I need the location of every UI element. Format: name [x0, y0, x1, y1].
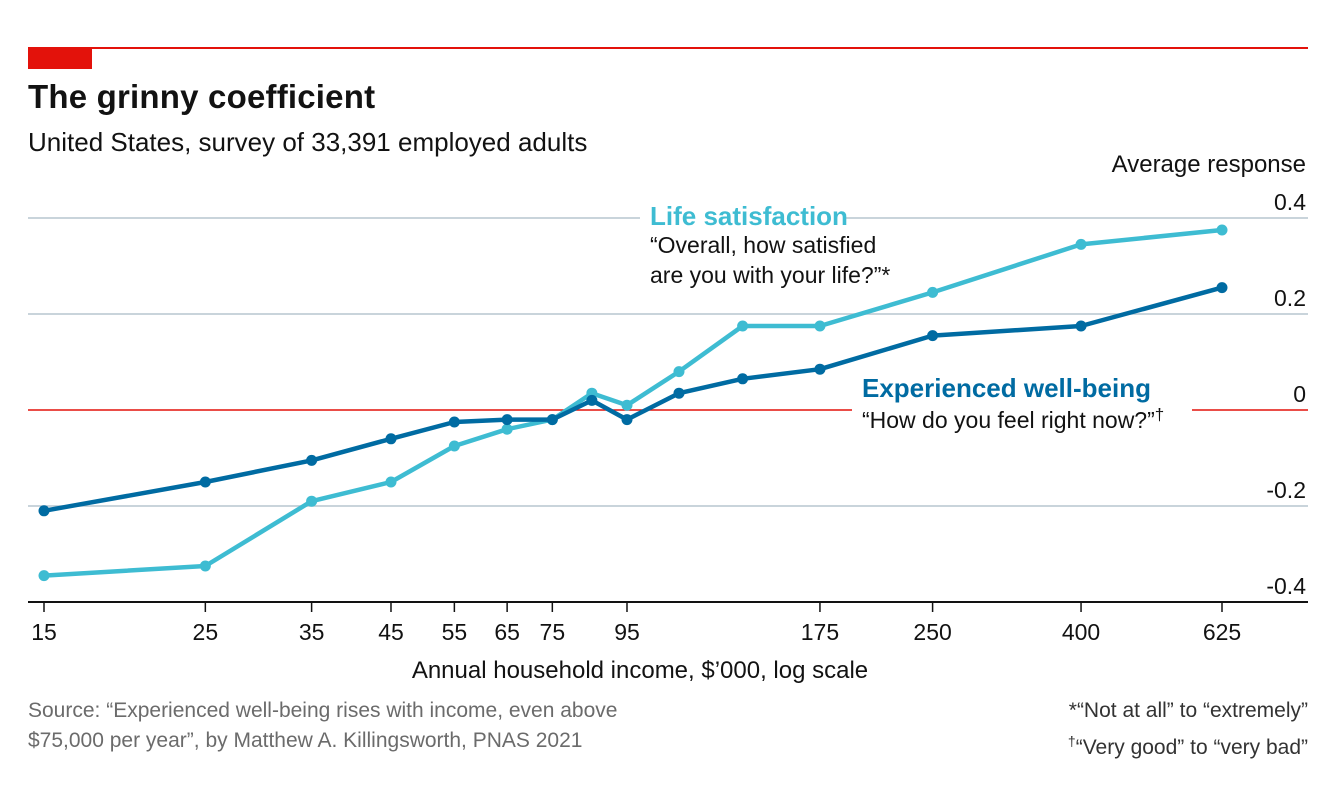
life-satisfaction-annotation: Life satisfaction “Overall, how satisfie…: [640, 196, 890, 288]
x-tick-label: 250: [913, 619, 951, 645]
y-tick-label: 0: [1293, 381, 1306, 407]
x-tick-label: 15: [31, 619, 57, 645]
source-note: Source: “Experienced well-being rises wi…: [28, 696, 728, 756]
data-point-life-satisfaction: [501, 423, 513, 435]
experienced-wellbeing-question: “How do you feel right now?”†: [862, 405, 1164, 433]
x-tick-label: 625: [1203, 619, 1241, 645]
data-point-life-satisfaction: [737, 320, 749, 332]
data-point-life-satisfaction: [199, 560, 211, 572]
data-point-life-satisfaction: [814, 320, 826, 332]
data-point-life-satisfaction: [385, 476, 397, 488]
brand-red-tab: [28, 47, 92, 69]
data-point-experienced-well-being: [1216, 282, 1228, 294]
data-point-experienced-well-being: [814, 363, 826, 375]
y-tick-label: -0.2: [1266, 477, 1306, 503]
data-point-experienced-well-being: [501, 414, 513, 426]
y-tick-label: 0.4: [1274, 189, 1306, 215]
source-line-2: $75,000 per year”, by Matthew A. Killing…: [28, 729, 583, 752]
life-satisfaction-question-line2: are you with your life?”*: [650, 262, 890, 288]
series-lines: [38, 224, 1228, 582]
data-point-life-satisfaction: [927, 286, 939, 298]
life-satisfaction-label: Life satisfaction: [650, 201, 848, 231]
x-axis: 15 25 35 45 55 65 75 95 175 250 400 625: [28, 601, 1308, 645]
x-tick-label: 35: [299, 619, 325, 645]
footnotes: *“Not at all” to “extremely” †“Very good…: [1068, 696, 1308, 763]
experienced-wellbeing-label: Experienced well-being: [862, 373, 1151, 403]
data-point-experienced-well-being: [448, 416, 460, 428]
y-tick-label: -0.4: [1266, 573, 1306, 599]
data-point-life-satisfaction: [621, 399, 633, 411]
data-point-experienced-well-being: [737, 373, 749, 385]
x-tick-label: 55: [442, 619, 468, 645]
data-point-experienced-well-being: [199, 476, 211, 488]
data-point-experienced-well-being: [621, 414, 633, 426]
source-line-1: Source: “Experienced well-being rises wi…: [28, 699, 618, 722]
y-axis-label: Average response: [1112, 151, 1306, 178]
y-axis-ticks: 0.4 0.2 0 -0.2 -0.4: [1266, 189, 1306, 599]
footnote-1: *“Not at all” to “extremely”: [1068, 699, 1308, 722]
chart-title: The grinny coefficient: [28, 78, 376, 115]
line-chart: 15 25 35 45 55 65 75 95 175 250 400 625 0.4 0.2 0 -0.2…: [28, 151, 1308, 684]
top-red-rule: [28, 47, 1308, 49]
y-tick-label: 0.2: [1274, 285, 1306, 311]
x-tick-label: 175: [801, 619, 839, 645]
data-point-experienced-well-being: [38, 505, 50, 517]
footnote-2: †“Very good” to “very bad”: [1067, 733, 1308, 759]
life-satisfaction-question: “Overall, how satisfied: [650, 232, 876, 258]
data-point-life-satisfaction: [38, 570, 50, 582]
data-point-life-satisfaction: [1216, 224, 1228, 236]
x-tick-label: 65: [494, 619, 520, 645]
data-point-experienced-well-being: [927, 330, 939, 342]
data-point-life-satisfaction: [673, 366, 685, 378]
x-tick-label: 400: [1062, 619, 1100, 645]
x-axis-label: Annual household income, $’000, log scal…: [412, 657, 868, 684]
data-point-experienced-well-being: [385, 433, 397, 445]
data-point-life-satisfaction: [448, 440, 460, 452]
data-point-life-satisfaction: [1075, 238, 1087, 250]
data-point-life-satisfaction: [306, 495, 318, 507]
data-point-experienced-well-being: [586, 394, 598, 406]
x-tick-label: 45: [378, 619, 404, 645]
x-tick-label: 75: [540, 619, 566, 645]
data-point-experienced-well-being: [1075, 320, 1087, 332]
x-tick-label: 25: [193, 619, 219, 645]
x-tick-label: 95: [614, 619, 640, 645]
data-point-experienced-well-being: [673, 387, 685, 399]
data-point-experienced-well-being: [306, 454, 318, 466]
experienced-wellbeing-annotation: Experienced well-being “How do you feel …: [852, 373, 1192, 433]
data-point-experienced-well-being: [546, 414, 558, 426]
chart-subtitle: United States, survey of 33,391 employed…: [28, 127, 588, 157]
series-experienced-well-being: [38, 282, 1228, 517]
